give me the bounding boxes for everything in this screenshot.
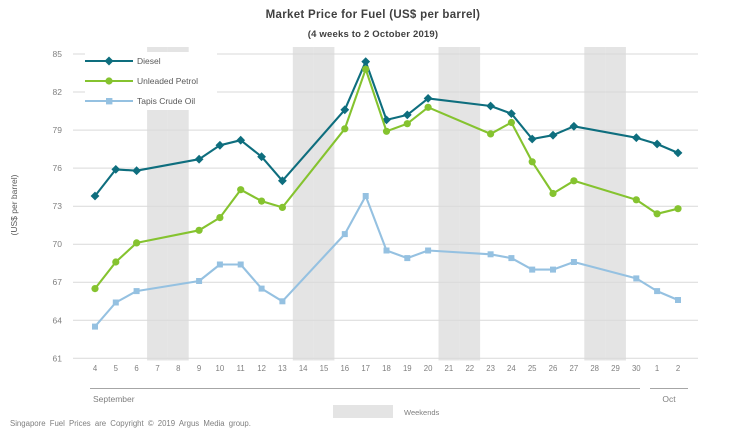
x-tick-label: 12 <box>257 364 266 373</box>
x-tick-label: 22 <box>465 364 474 373</box>
unleaded-petrol-line-marker-icon <box>85 77 133 85</box>
x-tick-label: 5 <box>114 364 119 373</box>
weekend-band <box>459 47 481 361</box>
x-tick-label: 29 <box>611 364 620 373</box>
series-markers-diesel <box>90 57 683 201</box>
x-tick-label: 8 <box>176 364 180 373</box>
series-markers-tapis-crude-oil <box>92 193 681 330</box>
x-tick-label: 23 <box>486 364 495 373</box>
x-tick-label: 20 <box>424 364 433 373</box>
y-tick-label: 85 <box>53 49 63 59</box>
x-tick-label: 18 <box>382 364 391 373</box>
weekend-band <box>292 47 314 361</box>
x-tick-label: 10 <box>216 364 225 373</box>
weekend-bands <box>147 47 626 361</box>
x-axis-group-label-september: September <box>93 394 135 404</box>
x-tick-label: 19 <box>403 364 412 373</box>
y-tick-label: 79 <box>53 125 63 135</box>
x-tick-label: 27 <box>570 364 579 373</box>
y-tick-label: 64 <box>53 315 63 325</box>
chart-subtitle: (4 weeks to 2 October 2019) <box>307 29 439 40</box>
y-tick-label: 73 <box>53 201 63 211</box>
x-tick-label: 13 <box>278 364 287 373</box>
x-tick-label: 11 <box>237 364 245 373</box>
weekend-band <box>313 47 335 361</box>
x-tick-label: 2 <box>676 364 680 373</box>
legend-item-diesel: Diesel <box>85 52 217 70</box>
legend-label-diesel: Diesel <box>137 56 161 66</box>
x-tick-label: 24 <box>507 364 516 373</box>
legend-item-tapis-crude-oil: Tapis Crude Oil <box>85 92 217 110</box>
x-tick-label: 7 <box>155 364 159 373</box>
weekend-legend-swatch <box>333 405 393 418</box>
x-tick-label: 26 <box>549 364 558 373</box>
copyright-note: Singapore Fuel Prices are Copyright © 20… <box>10 419 251 428</box>
y-tick-label: 70 <box>53 239 63 249</box>
y-tick-label: 76 <box>53 163 63 173</box>
x-tick-label: 14 <box>299 364 308 373</box>
y-tick-label: 61 <box>53 353 63 363</box>
x-tick-label: 4 <box>93 364 98 373</box>
weekend-band <box>438 47 460 361</box>
x-tick-label: 25 <box>528 364 537 373</box>
x-tick-label: 28 <box>590 364 599 373</box>
x-tick-label: 16 <box>340 364 349 373</box>
x-tick-label: 17 <box>361 364 370 373</box>
y-tick-label: 82 <box>53 87 63 97</box>
weekend-band <box>605 47 626 361</box>
x-tick-label: 30 <box>632 364 641 373</box>
legend-label-unleaded-petrol: Unleaded Petrol <box>137 76 198 86</box>
weekend-legend-label: Weekends <box>404 408 440 417</box>
legend-item-unleaded-petrol: Unleaded Petrol <box>85 72 217 90</box>
x-tick-label: 6 <box>134 364 138 373</box>
y-tick-label: 67 <box>53 277 63 287</box>
x-tick-label: 9 <box>197 364 201 373</box>
diesel-line-marker-icon <box>85 56 133 66</box>
x-axis-group-label-october: Oct <box>662 394 676 404</box>
legend-label-tapis-crude-oil: Tapis Crude Oil <box>137 96 196 106</box>
y-tick-labels: 85 82 79 76 73 70 67 64 61 <box>53 49 63 363</box>
x-tick-label: 1 <box>655 364 659 373</box>
x-tick-label: 21 <box>445 364 454 373</box>
weekend-band <box>584 47 606 361</box>
series-markers-unleaded-petrol <box>91 65 682 293</box>
x-tick-label: 15 <box>320 364 329 373</box>
chart-title: Market Price for Fuel (US$ per barrel) <box>265 9 481 21</box>
x-tick-labels: 4 5 6 7 8 9 10 11 12 13 14 15 16 17 18 19 20 21 22 23 24 25 26… <box>93 364 680 373</box>
tapis-crude-oil-line-marker-icon <box>85 98 133 105</box>
chart-legend: Diesel Unleaded Petrol Tapis Crude Oil <box>85 52 217 110</box>
